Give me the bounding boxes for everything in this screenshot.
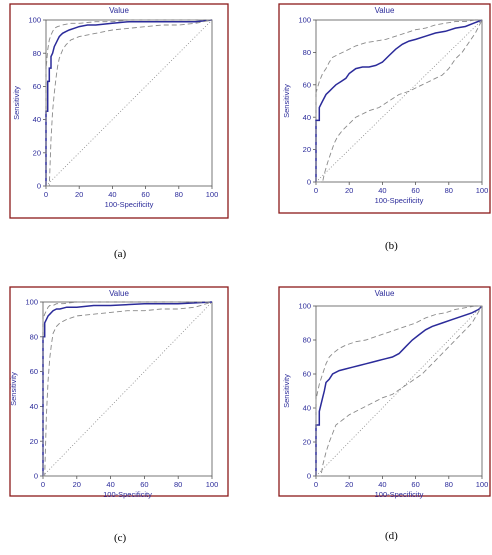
y-tick-label-b-5: 100 xyxy=(298,16,311,25)
y-axis-label-a: Sensitivity xyxy=(12,86,21,120)
panel-label-c: (c) xyxy=(114,532,127,544)
x-tick-label-d-4: 80 xyxy=(445,480,453,489)
y-tick-label-d-0: 0 xyxy=(307,472,311,481)
x-axis-label-c: 100-Specificity xyxy=(103,490,152,499)
roc-curve-a xyxy=(45,19,213,186)
x-tick-label-d-5: 100 xyxy=(476,480,489,489)
panel-label-b: (b) xyxy=(385,240,398,252)
y-axis-label-d: Sensitivity xyxy=(282,374,291,408)
y-tick-label-d-3: 60 xyxy=(303,370,311,379)
x-tick-label-b-5: 100 xyxy=(476,186,489,195)
x-axis-label-b: 100-Specificity xyxy=(375,196,424,205)
y-tick-label-b-4: 80 xyxy=(303,48,311,57)
reference-line-a xyxy=(45,19,213,187)
y-tick-label-a-0: 0 xyxy=(37,182,41,191)
panel-label-a: (a) xyxy=(114,248,127,260)
panel-label-d: (d) xyxy=(385,530,398,542)
y-tick-label-b-2: 40 xyxy=(303,113,311,122)
x-tick-label-c-1: 20 xyxy=(73,480,81,489)
chart-title-c: Value xyxy=(109,289,129,298)
x-tick-label-a-4: 80 xyxy=(175,190,183,199)
plot-area-b xyxy=(315,19,483,183)
x-tick-label-b-0: 0 xyxy=(314,186,318,195)
chart-title-d: Value xyxy=(375,289,395,298)
y-tick-label-c-1: 20 xyxy=(30,437,38,446)
x-tick-label-d-0: 0 xyxy=(314,480,318,489)
y-tick-label-a-4: 80 xyxy=(33,49,41,58)
x-tick-label-c-4: 80 xyxy=(174,480,182,489)
y-tick-label-d-1: 20 xyxy=(303,438,311,447)
y-tick-label-b-3: 60 xyxy=(303,80,311,89)
y-tick-label-a-1: 20 xyxy=(33,148,41,157)
x-tick-label-d-3: 60 xyxy=(411,480,419,489)
y-axis-label-b: Sensitivity xyxy=(282,84,291,118)
y-tick-label-c-4: 80 xyxy=(30,332,38,341)
y-tick-label-d-2: 40 xyxy=(303,404,311,413)
x-tick-label-d-1: 20 xyxy=(345,480,353,489)
panel-frame-a xyxy=(9,3,229,219)
roc-curve-c xyxy=(42,301,213,476)
panel-frame-b xyxy=(278,3,491,214)
roc-curve-d xyxy=(315,305,483,476)
x-tick-label-c-5: 100 xyxy=(206,480,219,489)
x-tick-label-c-0: 0 xyxy=(41,480,45,489)
y-tick-label-c-0: 0 xyxy=(34,472,38,481)
x-tick-label-c-2: 40 xyxy=(106,480,114,489)
y-tick-label-c-5: 100 xyxy=(25,298,38,307)
reference-line-b xyxy=(315,19,483,183)
x-tick-label-c-3: 60 xyxy=(140,480,148,489)
x-tick-label-a-2: 40 xyxy=(108,190,116,199)
x-tick-label-b-1: 20 xyxy=(345,186,353,195)
x-tick-label-a-3: 60 xyxy=(141,190,149,199)
reference-line-d xyxy=(315,305,483,477)
y-tick-label-b-1: 20 xyxy=(303,145,311,154)
roc-curve-b xyxy=(315,19,483,182)
y-axis-label-c: Sensitivity xyxy=(9,372,18,406)
ci-upper-band-d xyxy=(315,305,482,476)
plot-area-d xyxy=(315,305,483,477)
y-tick-label-a-5: 100 xyxy=(28,16,41,25)
chart-title-a: Value xyxy=(109,6,129,15)
chart-title-b: Value xyxy=(375,6,395,15)
x-tick-label-a-0: 0 xyxy=(44,190,48,199)
ci-lower-band-a xyxy=(46,19,213,187)
x-tick-label-b-2: 40 xyxy=(378,186,386,195)
y-tick-label-d-4: 80 xyxy=(303,336,311,345)
x-tick-label-b-4: 80 xyxy=(445,186,453,195)
panel-frame-d xyxy=(278,286,491,497)
ci-upper-band-c xyxy=(42,301,212,476)
panel-frame-c xyxy=(9,286,229,497)
y-tick-label-c-2: 40 xyxy=(30,402,38,411)
x-axis-label-a: 100-Specificity xyxy=(105,200,154,209)
y-tick-label-d-5: 100 xyxy=(298,302,311,311)
x-tick-label-a-1: 20 xyxy=(75,190,83,199)
reference-line-c xyxy=(42,301,213,477)
x-axis-label-d: 100-Specificity xyxy=(375,490,424,499)
y-tick-label-c-3: 60 xyxy=(30,367,38,376)
ci-upper-band-b xyxy=(315,19,482,182)
y-tick-label-a-3: 60 xyxy=(33,82,41,91)
y-tick-label-b-0: 0 xyxy=(307,178,311,187)
x-tick-label-d-2: 40 xyxy=(378,480,386,489)
ci-lower-band-c xyxy=(43,301,213,477)
x-tick-label-b-3: 60 xyxy=(411,186,419,195)
ci-lower-band-b xyxy=(316,19,483,183)
ci-upper-band-a xyxy=(45,19,212,186)
y-tick-label-a-2: 40 xyxy=(33,115,41,124)
x-tick-label-a-5: 100 xyxy=(206,190,219,199)
